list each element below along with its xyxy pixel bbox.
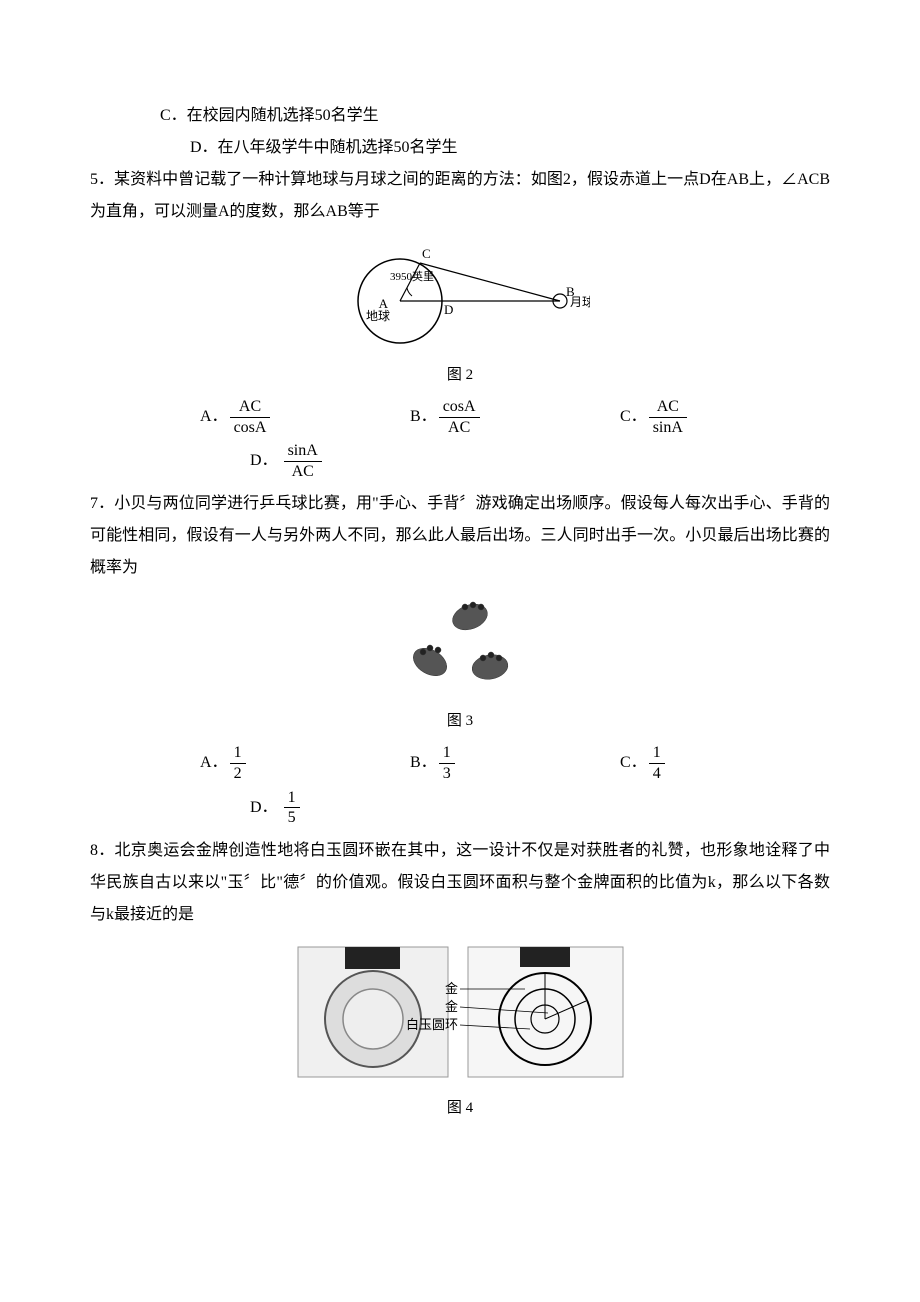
q7-text: 7．小贝与两位同学进行乒乓球比赛，用"手心、手背〞游戏确定出场顺序。假设每人每次…: [90, 488, 830, 584]
q7-figure: 图 3: [90, 592, 830, 736]
q7-options-row2: D． 15: [90, 789, 830, 827]
svg-text:金: 金: [445, 999, 458, 1014]
q5-option-b: B． cosAAC: [410, 398, 620, 436]
q7-option-a: A． 12: [200, 744, 410, 782]
q7-option-b: B． 13: [410, 744, 620, 782]
q8-figure: 金 金 白玉圆环 图 4: [90, 939, 830, 1123]
svg-text:地球: 地球: [366, 309, 390, 323]
q5-option-a: A． ACcosA: [200, 398, 410, 436]
svg-text:3950英里: 3950英里: [390, 269, 434, 283]
q7-figure-caption: 图 3: [90, 706, 830, 736]
q5-figure: C A D B 3950英里 地球 月球 图 2: [90, 236, 830, 390]
q5-options-row2: D． sinAAC: [90, 442, 830, 480]
svg-text:C: C: [422, 246, 431, 261]
q7-option-c: C． 14: [620, 744, 830, 782]
svg-text:月球: 月球: [570, 295, 590, 309]
q5-option-d: D． sinAAC: [250, 442, 324, 480]
q4-option-c: C．在校园内随机选择50名学生: [90, 100, 830, 132]
q5-options-row1: A． ACcosA B． cosAAC C． ACsinA: [90, 398, 830, 436]
q5-option-c: C． ACsinA: [620, 398, 830, 436]
q5-text: 5．某资料中曾记载了一种计算地球与月球之间的距离的方法：如图2，假设赤道上一点D…: [90, 164, 830, 228]
q7-options-row1: A． 12 B． 13 C． 14: [90, 744, 830, 782]
q8-text: 8．北京奥运会金牌创造性地将白玉圆环嵌在其中，这一设计不仅是对获胜者的礼赞，也形…: [90, 835, 830, 931]
q7-option-d: D． 15: [250, 789, 302, 827]
q8-figure-caption: 图 4: [90, 1093, 830, 1123]
q5-figure-caption: 图 2: [90, 360, 830, 390]
svg-text:金: 金: [445, 981, 458, 996]
q4-option-d: D．在八年级学牛中随机选择50名学生: [90, 132, 830, 164]
svg-text:D: D: [444, 302, 453, 317]
svg-text:白玉圆环: 白玉圆环: [406, 1017, 458, 1032]
